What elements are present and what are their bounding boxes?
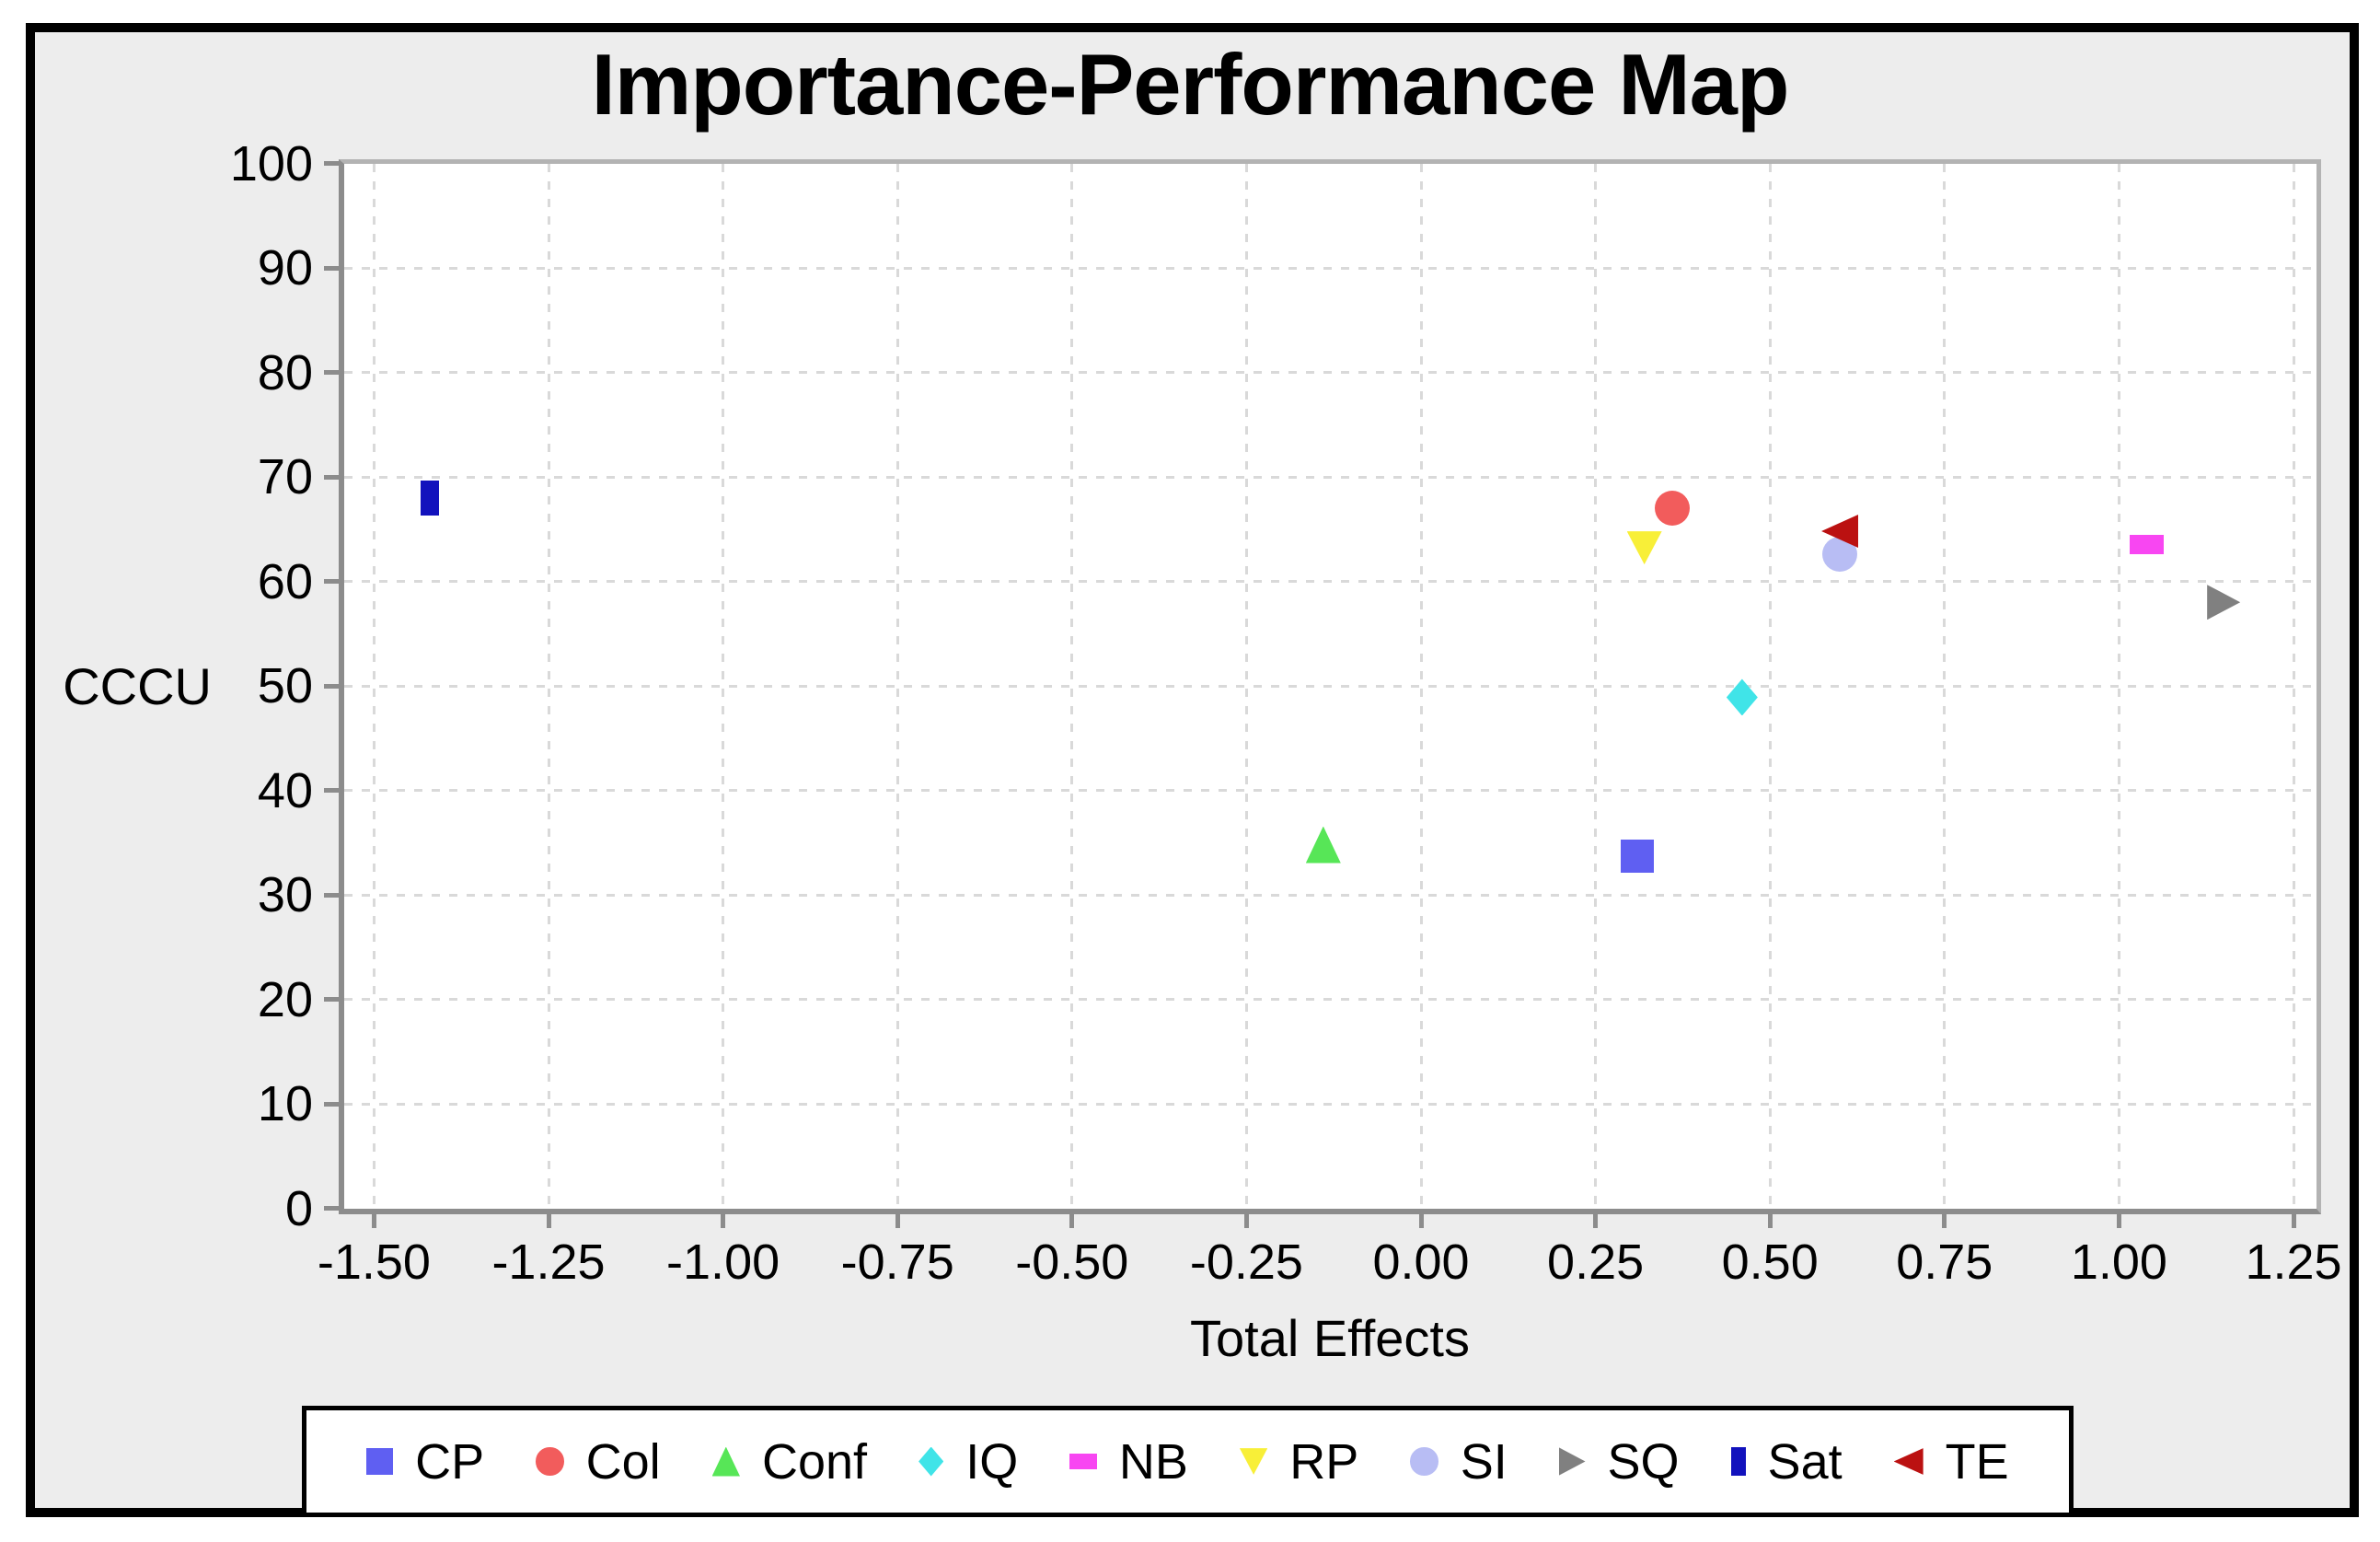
legend-item-SI: SI [1410, 1433, 1508, 1490]
legend-swatch-TE-icon [1893, 1448, 1924, 1475]
legend-label: SQ [1607, 1433, 1680, 1490]
legend-swatch-RP-icon [1239, 1448, 1268, 1475]
legend-swatch-NB-icon [1069, 1454, 1097, 1469]
plot-area [339, 159, 2321, 1214]
legend-swatch-Sat-icon [1730, 1447, 1746, 1476]
legend-swatch-Conf-icon [711, 1446, 740, 1477]
y-axis-label: CCCU [63, 657, 212, 715]
legend-label: Sat [1767, 1433, 1843, 1490]
legend-item-Sat: Sat [1730, 1433, 1843, 1490]
legend-swatch-SQ-icon [1558, 1447, 1586, 1476]
legend-label: CP [415, 1433, 485, 1490]
legend-label: RP [1289, 1433, 1359, 1490]
legend-label: IQ [965, 1433, 1019, 1490]
legend-item-SQ: SQ [1558, 1433, 1680, 1490]
legend-item-RP: RP [1239, 1433, 1359, 1490]
legend-swatch-Col-icon [536, 1447, 564, 1476]
legend-label: NB [1118, 1433, 1188, 1490]
legend-item-TE: TE [1893, 1433, 2009, 1490]
legend-label: Conf [762, 1433, 868, 1490]
x-axis-label: Total Effects [1189, 1309, 1470, 1367]
legend-item-IQ: IQ [918, 1433, 1018, 1490]
legend-item-NB: NB [1069, 1433, 1188, 1490]
legend-swatch-CP-icon [366, 1448, 394, 1475]
legend-item-Conf: Conf [711, 1433, 868, 1490]
legend-label: TE [1945, 1433, 2009, 1490]
legend-item-CP: CP [366, 1433, 484, 1490]
legend-item-Col: Col [536, 1433, 661, 1490]
legend-swatch-SI-icon [1410, 1447, 1438, 1476]
chart-title: Importance-Performance Map [591, 36, 1790, 133]
legend-label: Col [585, 1433, 661, 1490]
legend-swatch-IQ-icon [918, 1446, 944, 1477]
legend: CP Col Conf IQ NB RP SI SQ Sat TE [302, 1406, 2074, 1517]
legend-label: SI [1460, 1433, 1508, 1490]
